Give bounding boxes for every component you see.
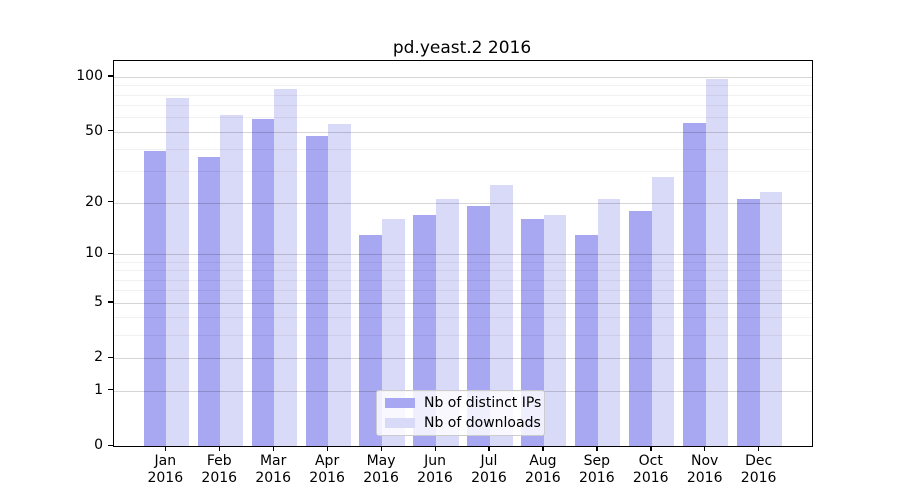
bar-ips-1 [197,157,221,446]
y-tick-mark-100 [108,75,113,77]
x-tick-mark-sep [596,446,598,452]
x-tick-label-nov: Nov 2016 [686,453,723,486]
bar-downloads-2 [274,88,297,446]
major-gridline-50 [114,131,812,133]
major-gridline-5 [114,302,812,304]
x-tick-mark-aug [542,446,544,452]
bar-downloads-7 [543,214,567,446]
major-gridline-10 [114,254,812,256]
legend-item-downloads: Nb of downloads [385,415,541,431]
bar-downloads-6 [489,185,513,446]
x-tick-mark-jun [434,446,436,452]
y-tick-mark-20 [108,201,113,203]
minor-gridline-60 [114,117,812,119]
y-tick-label-5: 5 [94,293,103,310]
bar-downloads-8 [597,198,621,446]
minor-gridline-4 [114,317,812,319]
x-tick-mark-may [380,446,382,452]
x-tick-mark-jan [164,446,167,452]
x-tick-mark-jul [488,446,490,452]
bar-ips-2 [251,118,275,446]
legend: Nb of distinct IPs Nb of downloads [376,390,545,436]
legend-item-distinct-ips: Nb of distinct IPs [385,395,541,411]
y-tick-label-50: 50 [85,122,103,139]
legend-label-distinct-ips: Nb of distinct IPs [424,395,542,411]
chart-title: pd.yeast.2 2016 [392,38,532,58]
legend-label-downloads: Nb of downloads [424,415,541,431]
x-tick-label-mar: Mar 2016 [255,453,291,486]
minor-gridline-6 [114,290,812,292]
minor-gridline-40 [114,149,812,151]
y-tick-mark-5 [108,301,113,303]
y-tick-mark-10 [108,252,113,255]
x-tick-mark-apr [326,446,328,452]
bar-ips-6 [467,206,490,446]
bars-layer [114,61,812,446]
x-tick-label-may: May 2016 [363,453,399,486]
grid-layer [114,61,812,446]
plot-area [113,60,813,447]
minor-gridline-80 [114,94,812,96]
y-tick-mark-2 [108,356,113,358]
legend-swatch-distinct-ips [385,398,415,408]
x-tick-label-oct: Oct 2016 [632,453,669,486]
minor-gridline-30 [114,171,812,173]
bar-ips-7 [521,219,544,446]
bar-ips-0 [143,151,167,446]
x-tick-label-feb: Feb 2016 [201,453,238,486]
major-gridline-20 [114,202,812,204]
minor-gridline-3 [114,335,812,337]
x-tick-mark-dec [758,446,760,452]
bar-downloads-4 [382,219,405,446]
bar-ips-5 [413,214,436,446]
x-tick-label-jul: Jul 2016 [471,453,507,486]
x-tick-mark-mar [272,446,274,452]
x-tick-label-jun: Jun 2016 [417,453,453,486]
bar-ips-11 [737,198,760,446]
y-tick-mark-50 [108,130,113,132]
bar-ips-10 [683,122,706,446]
bar-ips-3 [305,136,329,446]
bar-downloads-5 [436,198,459,446]
minor-gridline-7 [114,279,812,281]
bar-downloads-0 [166,97,189,446]
x-tick-label-sep: Sep 2016 [578,453,615,486]
x-tick-mark-feb [218,446,221,452]
y-tick-mark-1 [108,389,113,391]
x-tick-label-jan: Jan 2016 [147,453,184,486]
bar-downloads-1 [220,114,243,446]
minor-gridline-9 [114,261,812,263]
y-tick-mark-0 [108,444,113,446]
bar-downloads-10 [705,79,729,446]
bar-ips-8 [575,234,598,446]
major-gridline-2 [114,358,812,360]
y-tick-label-0: 0 [94,437,103,453]
minor-gridline-90 [114,85,812,87]
x-tick-mark-nov [704,446,706,452]
bar-downloads-3 [328,124,351,446]
minor-gridline-8 [114,270,812,272]
y-tick-label-10: 10 [85,245,103,262]
bar-downloads-11 [759,191,783,446]
legend-swatch-downloads [385,418,415,428]
bar-downloads-9 [651,176,675,446]
x-tick-label-apr: Apr 2016 [309,453,345,486]
y-tick-label-1: 1 [94,381,103,398]
x-tick-label-aug: Aug 2016 [525,453,561,486]
x-tick-label-dec: Dec 2016 [740,453,777,486]
bar-ips-9 [629,210,652,446]
major-gridline-100 [114,76,812,78]
minor-gridline-70 [114,105,812,107]
y-tick-label-20: 20 [85,193,103,210]
y-tick-label-100: 100 [76,67,103,84]
x-tick-mark-oct [650,446,652,452]
y-tick-label-2: 2 [94,349,103,366]
